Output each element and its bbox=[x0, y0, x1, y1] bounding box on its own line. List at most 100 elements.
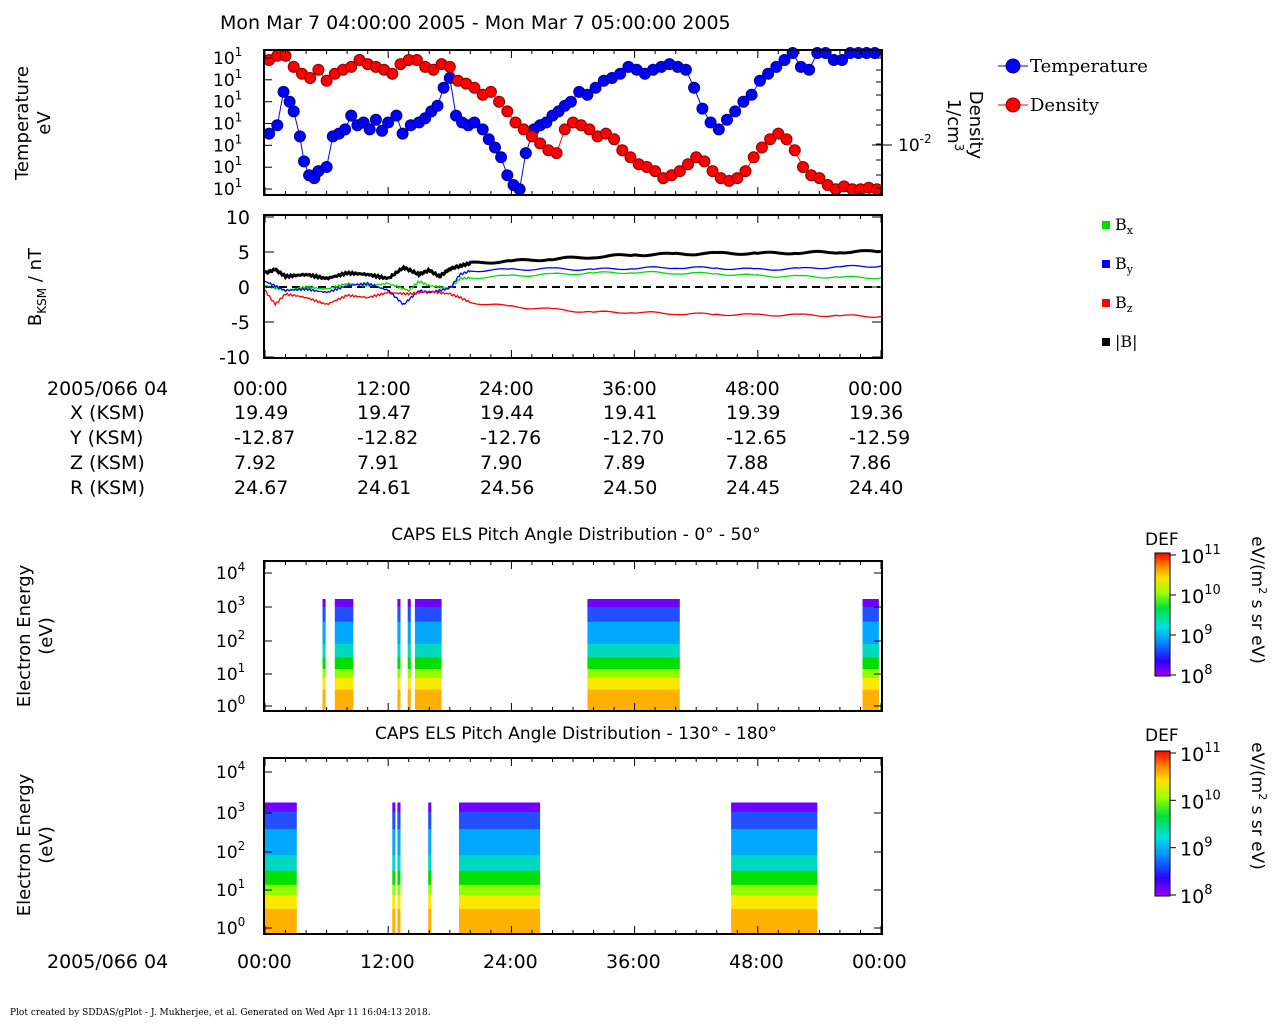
legend-btot-swatch bbox=[1102, 338, 1110, 346]
temperature-tick-label: 101 bbox=[213, 176, 242, 200]
spectrogram-cell bbox=[397, 884, 401, 896]
spectrogram-cell bbox=[428, 870, 432, 885]
colorbar-2-title: DEF bbox=[1145, 726, 1179, 746]
bfield-tick-label: -5 bbox=[231, 312, 250, 334]
by-line bbox=[264, 264, 882, 306]
energy-tick-label: 101 bbox=[216, 877, 245, 901]
colorbar-tick-label: 1010 bbox=[1180, 788, 1221, 813]
spectrogram-cell bbox=[587, 656, 680, 669]
spectrogram-cell bbox=[862, 621, 879, 644]
temperature-point bbox=[704, 116, 717, 129]
temperature-point bbox=[431, 99, 444, 112]
density-point bbox=[764, 133, 777, 146]
legend-bz-label: Bz bbox=[1115, 293, 1133, 315]
els-0-50-ylabel: Electron Energy (eV) bbox=[14, 564, 57, 707]
bottom-time-tick-label: 36:00 bbox=[606, 951, 661, 973]
spectrogram-cell bbox=[587, 606, 680, 622]
spectrogram-cell bbox=[414, 621, 442, 644]
legend-bx: Bx bbox=[1102, 215, 1134, 237]
ephemeris-value: -12.82 bbox=[357, 427, 418, 449]
density-point bbox=[649, 165, 662, 178]
density-point bbox=[550, 147, 563, 160]
legend-temperature-label: Temperature bbox=[1030, 56, 1148, 77]
density-point bbox=[484, 85, 497, 98]
energy-tick-label: 104 bbox=[216, 759, 245, 783]
spectrogram-cell bbox=[587, 621, 680, 644]
density-point bbox=[797, 161, 809, 173]
bottom-time-tick-label: 00:00 bbox=[237, 951, 292, 973]
legend-bz-swatch bbox=[1102, 299, 1110, 307]
colorbar-tick-label: 109 bbox=[1180, 623, 1212, 648]
ephemeris-time-label: 36:00 bbox=[602, 378, 657, 400]
density-point bbox=[583, 123, 596, 136]
density-point bbox=[739, 165, 752, 178]
ephemeris-value: 7.88 bbox=[726, 452, 768, 474]
ephemeris-row-label: Z (KSM) bbox=[70, 452, 145, 474]
temperature-tick-label: 101 bbox=[213, 154, 242, 178]
spectrogram-cell bbox=[862, 677, 879, 690]
temperature-tick-label: 101 bbox=[213, 89, 242, 113]
colorbar-tick-label: 1011 bbox=[1180, 543, 1221, 568]
spectrogram-cell bbox=[428, 802, 432, 812]
moments-series bbox=[263, 47, 883, 196]
colorbar-tick-label: 108 bbox=[1180, 663, 1212, 688]
spectrogram-cell bbox=[397, 656, 401, 669]
ephemeris-row-label: R (KSM) bbox=[70, 477, 145, 499]
legend-btot: |B| bbox=[1102, 332, 1138, 351]
spectrogram-cell bbox=[265, 894, 297, 910]
legend-bx-label: Bx bbox=[1115, 215, 1134, 237]
density-point bbox=[558, 123, 571, 136]
density-point bbox=[517, 123, 530, 136]
ephemeris-row-label: X (KSM) bbox=[70, 402, 145, 424]
spectrogram-cell bbox=[397, 854, 401, 871]
temperature-point bbox=[287, 105, 300, 118]
spectrogram-cell bbox=[587, 599, 680, 607]
colorbar-tick-label: 1011 bbox=[1180, 741, 1221, 766]
spectrogram-cell bbox=[265, 870, 297, 885]
spectrogram-cell bbox=[587, 677, 680, 690]
temperature-tick-exp: 1 bbox=[235, 89, 243, 103]
spectrogram-cell bbox=[322, 677, 326, 690]
spectrogram-cell bbox=[731, 884, 818, 896]
density-point bbox=[747, 151, 760, 164]
bfield-tick-label: 10 bbox=[226, 207, 250, 229]
spectrogram-cell bbox=[414, 643, 442, 658]
legend-temperature-marker bbox=[1005, 58, 1021, 74]
colorbar-tick-exp: 11 bbox=[1204, 741, 1221, 756]
temperature-point bbox=[495, 151, 508, 164]
legend-density-marker bbox=[1005, 97, 1021, 113]
spectrogram-cell bbox=[397, 621, 401, 644]
colorbar-tick-label: 109 bbox=[1180, 836, 1212, 861]
temperature-point bbox=[745, 88, 758, 101]
spectrogram-cell bbox=[862, 599, 879, 607]
bottom-date-label: 2005/066 04 bbox=[47, 951, 168, 973]
spectrogram-cell bbox=[731, 828, 818, 856]
energy-tick-label: 102 bbox=[216, 628, 245, 652]
colorbar-tick-exp: 9 bbox=[1204, 836, 1212, 851]
energy-tick-label: 103 bbox=[216, 594, 245, 618]
legend-btot-label: |B| bbox=[1115, 332, 1138, 351]
energy-tick-label: 102 bbox=[216, 839, 245, 863]
legend-density-label: Density bbox=[1030, 95, 1100, 116]
spectrogram-cell bbox=[459, 884, 541, 896]
legend-by-label: By bbox=[1115, 254, 1134, 276]
spectrogram-cell bbox=[414, 599, 442, 607]
spectrogram-cell bbox=[392, 828, 396, 856]
spectrogram-cell bbox=[322, 656, 326, 669]
spectrogram-cell bbox=[414, 689, 442, 711]
density-point bbox=[788, 144, 801, 157]
spectrogram-cell bbox=[862, 606, 879, 622]
density-point bbox=[706, 165, 719, 178]
spectrogram-cell bbox=[397, 811, 401, 830]
energy-tick-exp: 2 bbox=[238, 839, 246, 853]
spectrogram-cell bbox=[397, 828, 401, 856]
energy-tick-exp: 2 bbox=[238, 628, 246, 642]
temperature-tick-exp: 1 bbox=[235, 111, 243, 125]
temperature-point bbox=[476, 123, 489, 136]
spectrogram-cell bbox=[334, 621, 354, 644]
ephemeris-value: 19.36 bbox=[849, 402, 903, 424]
spectrogram-cell bbox=[392, 854, 396, 871]
temperature-point bbox=[482, 133, 495, 146]
temperature-point bbox=[589, 81, 602, 94]
spectrogram-cell bbox=[407, 621, 411, 644]
